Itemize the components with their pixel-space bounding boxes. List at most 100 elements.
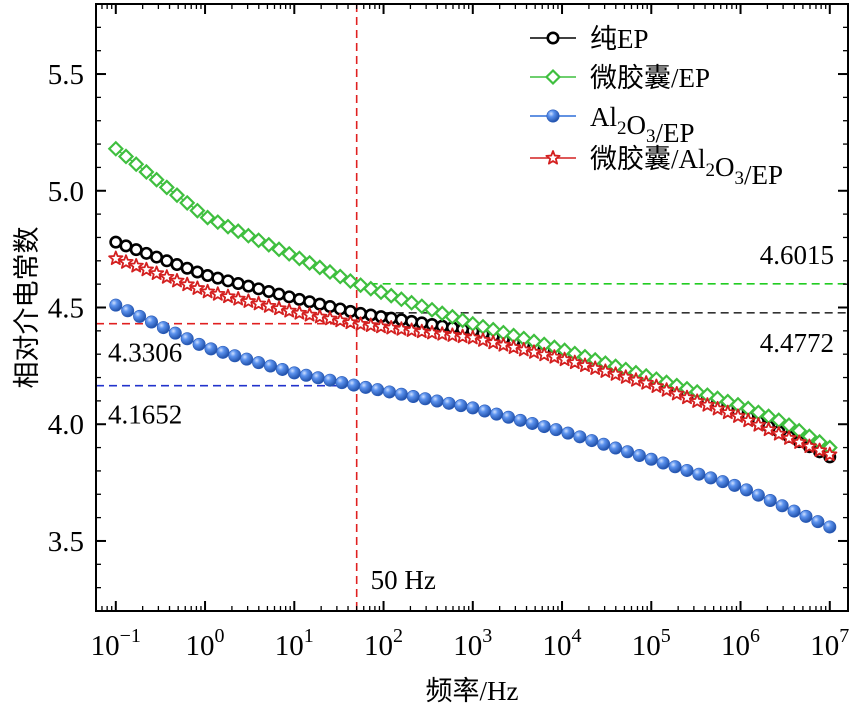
data-point — [323, 373, 337, 387]
data-point — [444, 327, 460, 342]
data-point — [228, 349, 242, 363]
series-micro — [107, 140, 838, 456]
data-point — [692, 467, 706, 481]
data-point — [282, 290, 296, 304]
data-point — [740, 412, 756, 428]
data-point — [291, 305, 307, 320]
data-point — [347, 378, 361, 392]
data-point — [373, 318, 389, 334]
data-point — [240, 352, 254, 366]
data-point — [781, 430, 797, 445]
data-point — [219, 218, 237, 235]
data-point — [252, 282, 266, 296]
legend-item-pure: 纯EP — [530, 24, 649, 54]
data-point — [322, 310, 338, 326]
data-point — [121, 304, 135, 318]
legend-marker — [546, 31, 560, 45]
data-point — [204, 342, 218, 356]
data-point — [170, 258, 184, 272]
axis-titles: 频率/Hz 相对介电常数 — [12, 227, 519, 705]
data-point — [149, 265, 165, 280]
data-point — [252, 356, 266, 370]
data-point — [823, 520, 837, 534]
data-point — [323, 300, 337, 314]
data-point — [263, 359, 277, 373]
x-tick-label: 104 — [543, 625, 582, 662]
data-point — [230, 223, 247, 240]
data-point — [192, 337, 206, 351]
data-point — [506, 339, 522, 355]
x-axis-title: 频率/Hz — [426, 676, 519, 705]
data-point — [138, 261, 154, 277]
data-point — [710, 400, 726, 416]
x-tick-label: 102 — [364, 625, 403, 662]
data-point — [434, 305, 451, 322]
data-point — [189, 280, 205, 295]
data-point — [301, 254, 318, 271]
data-point — [118, 254, 134, 269]
data-point — [250, 232, 267, 249]
data-point — [587, 360, 603, 375]
data-point — [577, 357, 593, 373]
legend-label: 微胶囊/EP — [590, 63, 710, 93]
data-point — [466, 401, 480, 415]
data-point — [107, 140, 124, 157]
data-point — [383, 287, 400, 304]
data-point — [292, 292, 306, 306]
data-point — [632, 449, 646, 463]
data-point — [291, 250, 308, 267]
data-point — [281, 303, 297, 318]
data-point — [260, 236, 277, 253]
data-point — [180, 261, 194, 275]
data-point — [728, 478, 742, 492]
data-point — [704, 471, 718, 485]
data-point — [404, 322, 420, 337]
data-point — [353, 316, 369, 331]
data-point — [775, 499, 789, 513]
data-point — [299, 368, 313, 382]
data-point — [618, 369, 634, 384]
data-point — [513, 413, 527, 427]
data-point — [656, 456, 670, 470]
legend-label: Al2O3/EP — [590, 102, 695, 148]
data-point — [119, 239, 133, 253]
data-point — [699, 397, 715, 412]
data-point — [335, 376, 349, 390]
data-point — [394, 387, 408, 401]
data-point — [362, 280, 379, 297]
data-point — [108, 250, 124, 266]
data-point — [490, 407, 504, 421]
data-point — [495, 337, 511, 352]
data-point — [418, 392, 432, 406]
data-point — [628, 372, 644, 387]
data-point — [549, 423, 563, 437]
data-point — [424, 324, 440, 340]
data-point — [516, 341, 532, 357]
data-point — [199, 209, 216, 226]
data-point — [179, 194, 196, 211]
data-point — [679, 389, 695, 405]
data-point — [311, 259, 328, 276]
data-point — [763, 493, 777, 507]
data-point — [128, 258, 144, 273]
data-point — [133, 309, 147, 323]
data-point — [180, 332, 194, 346]
reference-lines: 50 Hz 4.6015 4.4772 4.3306 4.1652 — [96, 4, 848, 611]
data-point — [791, 434, 807, 449]
data-point — [321, 263, 339, 281]
data-point — [730, 408, 746, 423]
data-point — [209, 214, 226, 231]
data-point — [303, 295, 317, 309]
data-point — [620, 445, 634, 459]
data-point — [221, 274, 235, 288]
data-point — [109, 298, 123, 312]
x-tick-label: 10−1 — [91, 625, 141, 662]
data-point — [231, 276, 245, 290]
y-tick-label: 5.5 — [48, 59, 84, 91]
data-point — [526, 344, 542, 359]
data-point — [311, 371, 325, 385]
series-al2o3 — [109, 298, 837, 534]
data-point — [689, 393, 705, 408]
data-point — [801, 438, 817, 453]
